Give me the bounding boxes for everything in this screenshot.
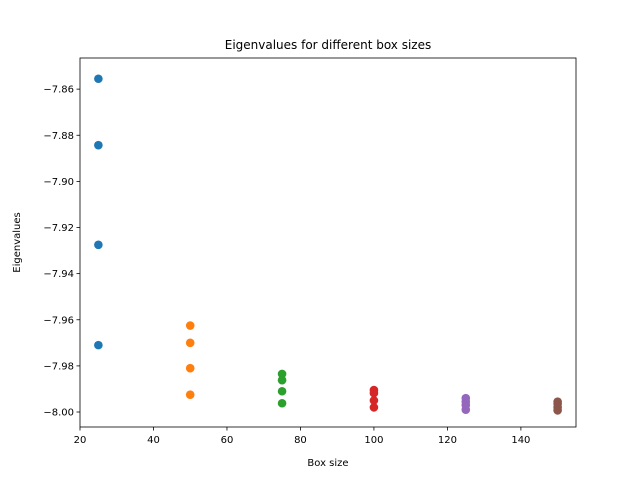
x-tick-label: 80 <box>294 435 307 446</box>
y-axis-title: Eigenvalues <box>12 212 23 272</box>
x-axis-title: Box size <box>307 458 348 469</box>
data-point-series-2 <box>185 338 195 348</box>
y-tick-label: −7.94 <box>43 269 74 280</box>
y-tick-label: −7.86 <box>43 85 74 96</box>
data-point-series-3 <box>277 369 287 379</box>
x-tick-label: 60 <box>221 435 234 446</box>
data-point-series-3 <box>277 398 287 408</box>
data-point-series-4 <box>369 396 379 405</box>
x-tick-label: 140 <box>511 435 530 446</box>
x-axis-ticks: 20 40 60 80 100 120 140 <box>74 427 530 446</box>
data-point-series-2 <box>185 321 195 330</box>
data-point-series-4 <box>369 388 379 398</box>
y-axis-ticks: −8.00 −7.98 −7.96 −7.94 −7.92 −7.90 −7.88 −7.86 <box>43 85 80 419</box>
data-point-series-3 <box>277 375 287 385</box>
plot-area-frame <box>79 57 577 428</box>
data-point-series-6 <box>553 406 562 415</box>
y-tick-label: −7.96 <box>43 315 74 326</box>
chart-title: Eigenvalues for different box sizes <box>225 38 431 52</box>
data-point-series-4 <box>369 403 379 412</box>
x-tick-label: 120 <box>438 435 457 446</box>
x-tick-label: 40 <box>147 435 160 446</box>
y-tick-label: −8.00 <box>43 408 74 419</box>
data-point-series-1 <box>94 240 103 250</box>
data-point-series-1 <box>94 74 103 84</box>
data-point-series-1 <box>94 340 103 350</box>
data-point-series-1 <box>94 140 103 150</box>
data-points <box>94 74 562 415</box>
x-tick-label: 100 <box>364 435 383 446</box>
y-tick-label: −7.90 <box>43 177 74 188</box>
data-point-series-5 <box>461 405 471 415</box>
data-point-series-2 <box>185 390 195 400</box>
data-point-series-3 <box>277 386 287 396</box>
x-tick-label: 20 <box>74 435 87 446</box>
y-tick-label: −7.88 <box>43 131 74 142</box>
data-point-series-2 <box>185 363 195 373</box>
y-tick-label: −7.92 <box>43 223 74 234</box>
y-tick-label: −7.98 <box>43 361 74 372</box>
